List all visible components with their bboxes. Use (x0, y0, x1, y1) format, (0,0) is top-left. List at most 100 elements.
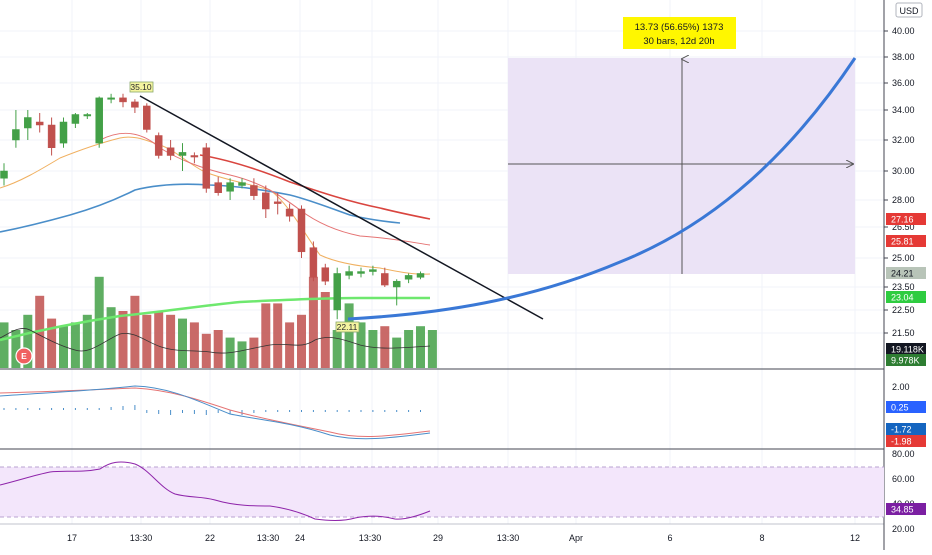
time-label-2: 22 (205, 533, 215, 543)
volume-bar-20 (237, 341, 247, 368)
svg-text:34.85: 34.85 (891, 505, 914, 515)
candlesticks (0, 93, 425, 320)
earnings-marker[interactable]: E (15, 347, 33, 365)
trend-line[interactable] (139, 95, 544, 320)
volume-bar-25 (297, 314, 306, 368)
candle-35 (416, 271, 425, 280)
price-tick-3: 34.00 (892, 105, 915, 115)
price-axis[interactable]: 40.00 38.00 36.00 34.00 32.00 30.00 28.00 26.50… (884, 26, 915, 534)
price-tick-0: 40.00 (892, 26, 915, 36)
candle-33 (392, 279, 401, 306)
price-badge-5: 9.978K (886, 354, 926, 366)
volume-bar-35 (416, 326, 425, 368)
price-badge-8: -1.98 (886, 435, 926, 447)
svg-text:27.16: 27.16 (891, 215, 914, 225)
candle-19 (226, 178, 234, 200)
currency-label: USD (899, 6, 919, 16)
rsi-tick-1: 60.00 (892, 474, 915, 484)
volume-bar-33 (392, 337, 402, 368)
svg-text:0.25: 0.25 (891, 403, 909, 413)
candle-26 (309, 241, 318, 282)
time-label-11: 12 (850, 533, 860, 543)
projection-tool[interactable] (508, 58, 855, 274)
moving-averages (0, 132, 431, 354)
volume-bar-34 (404, 330, 414, 368)
time-label-7: 13:30 (497, 533, 520, 543)
svg-text:24.21: 24.21 (891, 269, 914, 279)
low-annotation: 22.11 (335, 321, 360, 333)
volume-bar-31 (368, 330, 378, 368)
volume-bar-29 (344, 303, 354, 368)
candle-21 (250, 178, 258, 200)
time-axis[interactable]: 17 13:30 22 13:30 24 13:30 29 13:30 Apr 6 8 12 (67, 533, 860, 543)
svg-text:25.81: 25.81 (891, 237, 914, 247)
candle-4 (47, 117, 56, 156)
volume-bar-11 (130, 295, 140, 368)
rsi-band (0, 467, 884, 517)
candle-2 (24, 110, 32, 140)
projection-label: 13.73 (56.65%) 1373 30 bars, 12d 20h (623, 17, 736, 49)
volume-bar-27 (320, 292, 330, 368)
time-label-9: 6 (667, 533, 672, 543)
candle-14 (166, 140, 175, 161)
time-label-1: 13:30 (130, 533, 153, 543)
svg-text:9.978K: 9.978K (891, 356, 920, 366)
price-tick-11: 21.50 (892, 328, 915, 338)
svg-text:-1.98: -1.98 (891, 437, 912, 447)
candle-16 (190, 152, 199, 164)
candle-20 (238, 178, 246, 189)
volume-bar-15 (178, 318, 187, 368)
ma-green-line (0, 296, 430, 342)
svg-text:-1.72: -1.72 (891, 425, 912, 435)
price-badge-2: 24.21 (886, 267, 926, 279)
price-tick-4: 32.00 (892, 135, 915, 145)
price-badge-0: 27.16 (886, 213, 926, 225)
volume-bar-2 (23, 314, 33, 368)
time-label-10: 8 (759, 533, 764, 543)
price-badge-6: 0.25 (886, 401, 926, 413)
candle-13 (154, 132, 163, 159)
currency-selector[interactable]: USD (895, 2, 923, 18)
macd-pane (0, 385, 431, 440)
price-badge-3: 23.04 (886, 291, 926, 303)
price-tick-5: 30.00 (892, 166, 915, 176)
volume-bar-23 (273, 303, 283, 368)
ma-red-thick-line (199, 154, 431, 220)
volume-bar-4 (47, 318, 57, 368)
time-label-0: 17 (67, 533, 77, 543)
volume-bar-21 (249, 337, 259, 368)
candle-23 (273, 192, 282, 215)
price-tick-6: 28.00 (892, 195, 915, 205)
volume-bar-32 (380, 326, 390, 368)
candle-25 (297, 205, 306, 258)
volume-bar-12 (142, 314, 152, 368)
candle-11 (131, 99, 139, 113)
price-badge-7: -1.72 (886, 423, 926, 435)
candle-31 (369, 265, 377, 276)
volume-bar-28 (332, 330, 342, 368)
candle-0 (0, 163, 8, 186)
volume-bar-24 (285, 322, 295, 368)
projection-curve[interactable] (347, 57, 857, 321)
volume-bar-0 (0, 322, 9, 368)
price-tick-1: 38.00 (892, 52, 915, 62)
price-tick-2: 36.00 (892, 78, 915, 88)
svg-text:23.04: 23.04 (891, 293, 914, 303)
volume-bar-36 (427, 330, 437, 368)
candle-1 (12, 110, 20, 148)
candle-17 (202, 143, 211, 193)
candle-15 (178, 143, 187, 171)
rsi-line (0, 461, 431, 521)
volume-bars (0, 276, 437, 368)
projection-line2: 30 bars, 12d 20h (643, 36, 714, 47)
high-annotation: 35.10 (129, 81, 154, 93)
candle-9 (107, 93, 115, 104)
volume-bar-7 (82, 314, 92, 368)
candle-29 (345, 265, 353, 280)
candle-3 (35, 113, 44, 133)
candle-24 (285, 203, 294, 222)
candle-18 (214, 176, 222, 196)
